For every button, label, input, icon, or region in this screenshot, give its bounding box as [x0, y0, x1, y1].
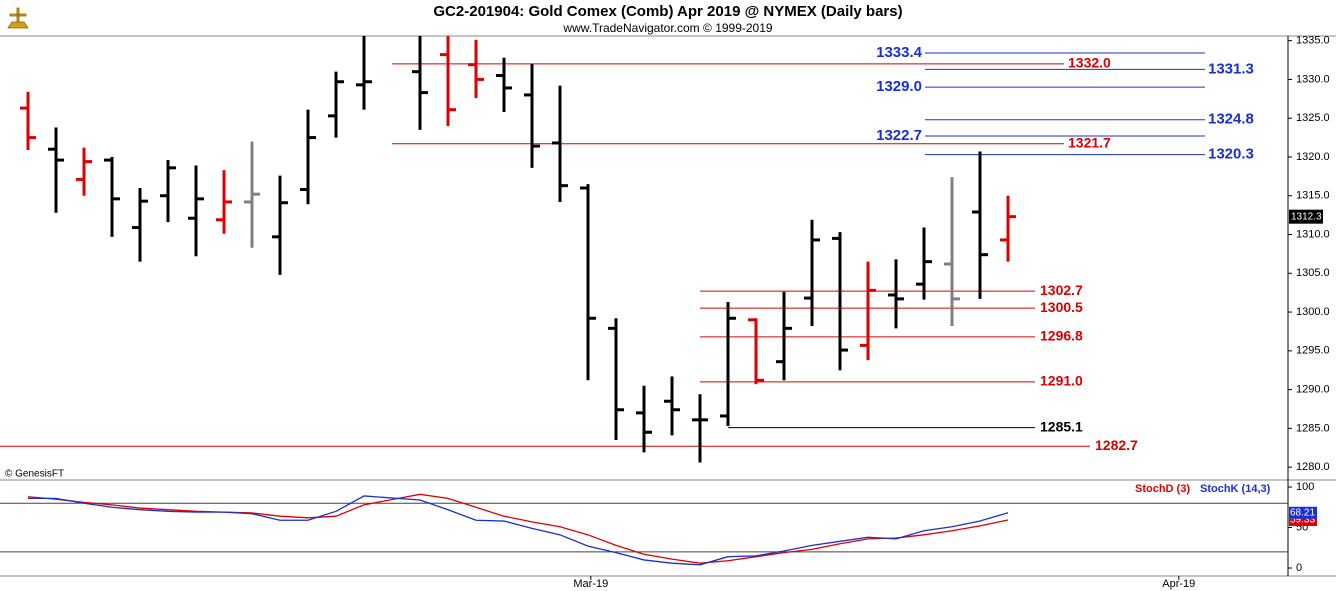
level-label: 1324.8 [1208, 111, 1254, 128]
last-value-box [1289, 506, 1317, 519]
level-label: 1331.3 [1208, 60, 1254, 77]
last-price-box [1289, 209, 1323, 224]
legend-label: StochK (14,3) [1200, 483, 1271, 495]
legend-label: StochD (3) [1135, 483, 1190, 495]
y-tick-label: 1315.0 [1296, 190, 1330, 202]
level-label: 1282.7 [1095, 437, 1138, 453]
y-tick-label: 1320.0 [1296, 151, 1330, 163]
y-tick-label: 1280.0 [1296, 461, 1330, 473]
stoch-line [27, 493, 1009, 564]
y-tick-label: 1295.0 [1296, 345, 1330, 357]
level-label: 1296.8 [1040, 328, 1083, 344]
level-label: 1329.0 [876, 78, 922, 95]
y-tick-label: 1300.0 [1296, 306, 1330, 318]
y-tick-label: 1310.0 [1296, 228, 1330, 240]
credit: © GenesisFT [5, 469, 64, 480]
y-tick-label: 1335.0 [1296, 35, 1330, 47]
chart-title: GC2-201904: Gold Comex (Comb) Apr 2019 @… [433, 3, 902, 20]
y-tick-label: 100 [1296, 481, 1314, 493]
level-label: 1291.0 [1040, 373, 1083, 389]
x-tick-label: Apr-19 [1162, 578, 1195, 590]
level-label: 1332.0 [1068, 55, 1111, 71]
level-label: 1300.5 [1040, 299, 1083, 315]
y-tick-label: 1290.0 [1296, 384, 1330, 396]
level-label: 1285.1 [1040, 418, 1083, 434]
level-label: 1302.7 [1040, 282, 1083, 298]
last-value-label: 68.21 [1290, 507, 1315, 518]
level-label: 1321.7 [1068, 134, 1111, 150]
level-label: 1320.3 [1208, 146, 1254, 163]
y-tick-label: 1330.0 [1296, 73, 1330, 85]
chart-subtitle: www.TradeNavigator.com © 1999-2019 [562, 21, 772, 35]
y-tick-label: 1285.0 [1296, 422, 1330, 434]
y-tick-label: 1305.0 [1296, 267, 1330, 279]
x-tick-label: Mar-19 [573, 578, 608, 590]
last-value-label: 59.33 [1290, 515, 1315, 526]
y-tick-label: 1325.0 [1296, 112, 1330, 124]
level-label: 1333.4 [876, 44, 923, 61]
y-tick-label: 0 [1296, 562, 1302, 574]
logo [4, 4, 32, 32]
stoch-line [28, 495, 1009, 566]
last-price-label: 1312.3 [1291, 211, 1322, 222]
price-plot [0, 36, 1205, 463]
level-label: 1322.7 [876, 127, 922, 144]
stoch-plot [0, 493, 1288, 566]
